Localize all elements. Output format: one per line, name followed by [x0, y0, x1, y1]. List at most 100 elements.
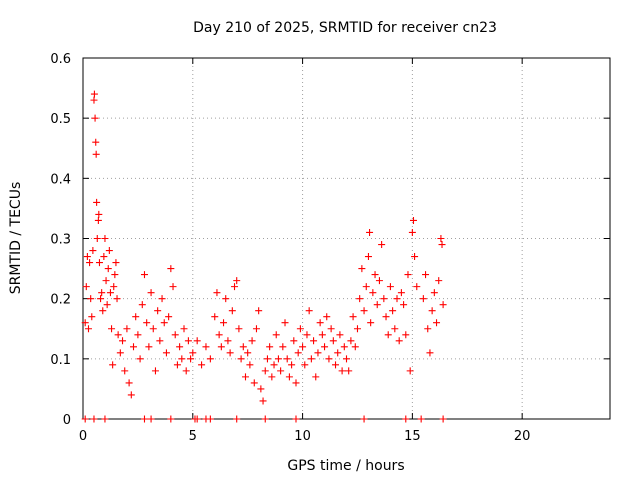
data-point [299, 343, 307, 351]
data-point [165, 313, 173, 321]
baseline-markers [81, 415, 447, 423]
data-point [380, 295, 388, 303]
data-point [334, 349, 342, 357]
baseline-marker [90, 415, 98, 423]
data-point [112, 259, 120, 267]
data-point [270, 361, 278, 369]
data-point [83, 253, 91, 261]
data-point [360, 307, 368, 315]
data-point [123, 325, 131, 333]
data-point [109, 361, 117, 369]
data-point [102, 277, 110, 285]
data-point [143, 319, 151, 327]
data-point [184, 337, 192, 345]
data-point [391, 325, 399, 333]
data-point [167, 265, 175, 273]
data-point [358, 265, 366, 273]
data-point [228, 307, 236, 315]
data-point [327, 325, 335, 333]
data-point [382, 313, 390, 321]
data-point [266, 343, 274, 351]
data-point [116, 349, 124, 357]
data-point [268, 373, 276, 381]
data-point [343, 355, 350, 363]
data-point [312, 373, 320, 381]
data-point [250, 379, 258, 387]
baseline-marker [439, 415, 447, 423]
data-point [95, 210, 103, 218]
data-point [89, 247, 97, 255]
plot-frame [82, 57, 611, 420]
data-point [154, 307, 162, 315]
data-point [125, 379, 133, 387]
data-point [336, 331, 344, 339]
baseline-marker [193, 415, 201, 423]
data-point [345, 367, 353, 375]
data-point [226, 349, 234, 357]
data-point [433, 319, 441, 327]
data-point [92, 138, 100, 146]
data-point [406, 367, 414, 375]
x-tick-label: 5 [189, 429, 197, 444]
data-point [237, 355, 245, 363]
data-point [99, 307, 107, 315]
data-point [318, 331, 326, 339]
data-point [438, 241, 446, 249]
data-point [106, 289, 114, 297]
baseline-marker [147, 415, 155, 423]
data-point [369, 289, 377, 297]
x-axis-label: GPS time / hours [287, 458, 404, 474]
baseline-marker [292, 415, 300, 423]
chart-title: Day 210 of 2025, SRMTID for receiver cn2… [193, 20, 497, 36]
data-point [349, 313, 357, 321]
data-point [437, 235, 445, 242]
data-point [252, 325, 260, 333]
data-point [255, 307, 263, 315]
data-points [81, 90, 447, 405]
data-point [235, 325, 243, 333]
data-point [138, 301, 146, 309]
data-point [82, 283, 90, 291]
data-point [193, 337, 201, 345]
data-point [105, 247, 113, 255]
data-point [303, 331, 311, 339]
data-point [281, 319, 289, 327]
data-point [259, 397, 267, 405]
data-point [244, 349, 252, 357]
data-point [178, 355, 186, 363]
data-point [202, 343, 210, 351]
data-point [156, 337, 164, 345]
data-point [81, 319, 89, 327]
data-point [314, 349, 322, 357]
y-tick-label: 0.6 [50, 52, 71, 67]
data-point [426, 349, 434, 357]
data-point [288, 361, 296, 369]
data-point [246, 361, 254, 369]
baseline-marker [206, 415, 214, 423]
y-tick-label: 0.2 [50, 293, 71, 308]
data-point [134, 331, 142, 339]
data-point [103, 301, 111, 309]
data-point [310, 337, 318, 345]
data-point [292, 379, 300, 387]
data-point [305, 307, 313, 315]
data-point [158, 295, 166, 303]
data-point [409, 216, 417, 224]
data-point [127, 391, 135, 399]
baseline-marker [261, 415, 269, 423]
data-point [378, 241, 386, 249]
data-point [364, 253, 372, 261]
data-point [87, 295, 95, 303]
data-point [283, 355, 291, 363]
axis-ticks [82, 57, 610, 420]
data-point [104, 265, 112, 273]
data-point [180, 325, 188, 333]
data-point [274, 355, 282, 363]
baseline-marker [417, 415, 425, 423]
data-point [187, 355, 195, 363]
data-point [114, 331, 122, 339]
data-point [222, 295, 230, 303]
data-point [108, 325, 116, 333]
data-point [413, 283, 421, 291]
